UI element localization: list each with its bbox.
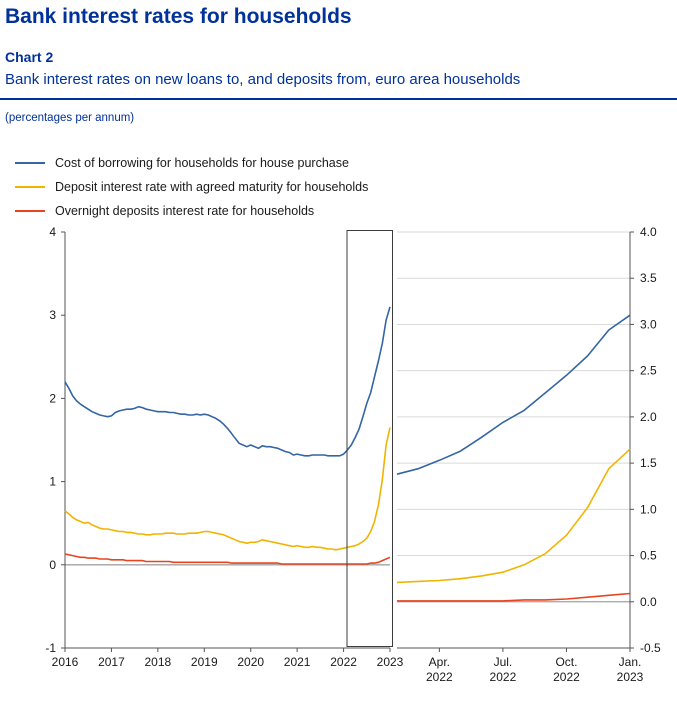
y-axis-tick-label: 0 <box>49 558 56 572</box>
y-axis-tick-label: 0.5 <box>640 549 657 563</box>
y-axis-tick-label: -1 <box>45 641 56 655</box>
x-axis-year-label: 2020 <box>237 655 264 669</box>
chart-subtitle: Bank interest rates on new loans to, and… <box>5 71 521 88</box>
series-line-zoom-1 <box>396 448 631 584</box>
y-axis-tick-label: 3.0 <box>640 317 657 331</box>
x-axis-month-label: Jan. <box>619 655 642 669</box>
x-axis-year-label: 2017 <box>98 655 125 669</box>
x-axis-year-label: 2018 <box>145 655 172 669</box>
x-axis-month-label: Jul. <box>494 655 513 669</box>
x-axis-year-label: 2022 <box>553 670 580 684</box>
series-line-main-0 <box>64 306 391 457</box>
y-axis-tick-label: 1.5 <box>640 456 657 470</box>
legend-line-marker-red <box>15 209 45 212</box>
x-axis-year-label: 2019 <box>191 655 218 669</box>
y-axis-tick-label: 1.0 <box>640 502 657 516</box>
legend: Cost of borrowing for households for hou… <box>15 155 368 218</box>
x-axis-year-label: 2016 <box>52 655 79 669</box>
x-axis-year-label: 2021 <box>284 655 311 669</box>
x-axis-year-label: 2022 <box>490 670 517 684</box>
legend-line-marker-yellow <box>15 185 45 188</box>
title-divider <box>0 98 677 100</box>
legend-line-marker-blue <box>15 161 45 164</box>
x-axis-year-label: 2022 <box>330 655 357 669</box>
legend-item: Overnight deposits interest rate for hou… <box>15 203 368 218</box>
series-line-main-1 <box>64 427 391 551</box>
y-axis-tick-label: 2.0 <box>640 410 657 424</box>
chart-number-label: Chart 2 <box>5 49 54 65</box>
unit-note: (percentages per annum) <box>5 112 135 124</box>
y-axis-tick-label: 4 <box>49 225 56 239</box>
series-line-zoom-2 <box>397 592 631 602</box>
y-axis-tick-label: 4.0 <box>640 225 657 239</box>
y-axis-tick-label: 1 <box>49 475 56 489</box>
legend-label: Overnight deposits interest rate for hou… <box>55 203 315 218</box>
y-axis-tick-label: 3.5 <box>640 271 657 285</box>
legend-item: Deposit interest rate with agreed maturi… <box>15 179 368 194</box>
legend-label: Cost of borrowing for households for hou… <box>55 155 349 170</box>
y-axis-tick-label: 2 <box>49 391 56 405</box>
x-axis-year-label: 2023 <box>377 655 404 669</box>
x-axis-year-label: 2022 <box>426 670 453 684</box>
series-line-zoom-0 <box>396 314 631 475</box>
y-axis-tick-label: 3 <box>49 308 56 322</box>
x-axis-month-label: Apr. <box>429 655 450 669</box>
y-axis-tick-label: -0.5 <box>640 641 661 655</box>
x-axis-year-label: 2023 <box>617 670 644 684</box>
x-axis-month-label: Oct. <box>555 655 577 669</box>
legend-item: Cost of borrowing for households for hou… <box>15 155 368 170</box>
page-title: Bank interest rates for households <box>5 5 352 28</box>
series-line-main-2 <box>64 553 391 565</box>
legend-label: Deposit interest rate with agreed maturi… <box>55 179 369 194</box>
y-axis-tick-label: 0.0 <box>640 595 657 609</box>
zoom-highlight-box <box>346 230 393 647</box>
y-axis-tick-label: 2.5 <box>640 364 657 378</box>
